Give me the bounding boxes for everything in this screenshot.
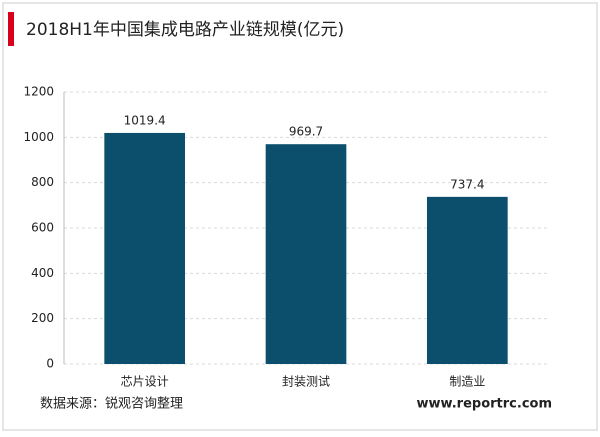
bar — [104, 132, 185, 364]
frame — [2, 2, 598, 431]
data-label: 1019.4 — [124, 113, 166, 127]
data-label: 737.4 — [450, 177, 484, 191]
bar — [265, 144, 347, 364]
x-tick-label: 制造业 — [449, 375, 485, 389]
title-marker — [8, 12, 14, 46]
bar — [427, 196, 508, 364]
y-tick-label: 400 — [31, 266, 54, 280]
x-tick-label: 封装测试 — [282, 374, 330, 389]
y-tick-label: 0 — [46, 357, 54, 371]
chart-title: 2018H1年中国集成电路产业链规模(亿元) — [26, 20, 344, 40]
source: 数据来源：锐观咨询整理 — [40, 397, 183, 412]
y-tick-label: 200 — [31, 311, 54, 325]
y-tick-label: 800 — [31, 175, 54, 189]
website: www.reportrc.com — [417, 397, 552, 412]
y-tick-label: 600 — [31, 221, 54, 235]
x-tick-label: 芯片设计 — [121, 375, 169, 389]
y-tick-label: 1000 — [23, 130, 54, 144]
y-tick-label: 1200 — [23, 85, 54, 99]
data-label: 969.7 — [289, 125, 323, 139]
